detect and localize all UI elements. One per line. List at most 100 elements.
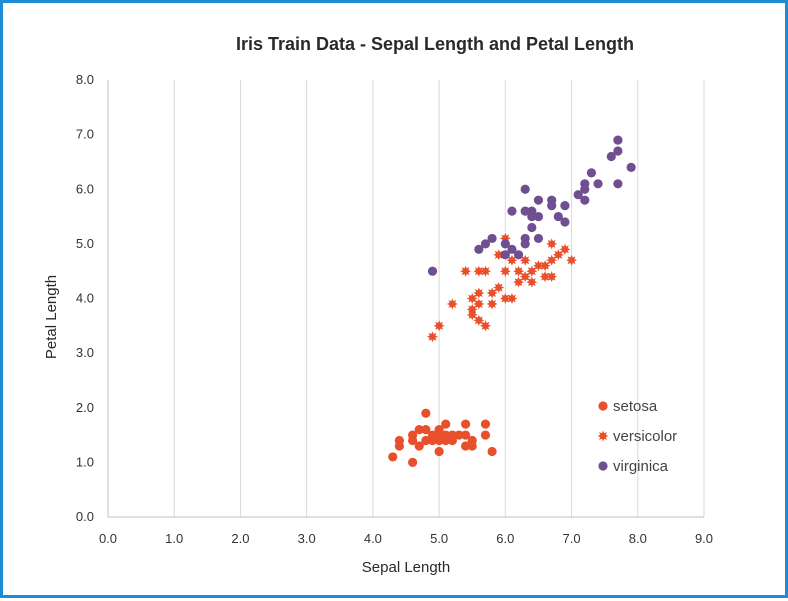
x-tick-label: 7.0	[563, 531, 581, 546]
x-tick-label: 1.0	[165, 531, 183, 546]
setosa-point	[421, 425, 431, 435]
virginica-point	[560, 217, 570, 227]
versicolor-point	[493, 282, 505, 294]
x-tick-label: 9.0	[695, 531, 713, 546]
setosa-point	[461, 430, 471, 440]
virginica-point	[533, 195, 544, 205]
versicolor-point	[559, 243, 571, 255]
versicolor-point	[466, 293, 478, 304]
versicolor-point	[473, 287, 485, 299]
setosa-point	[461, 419, 471, 429]
setosa-point	[408, 430, 418, 440]
x-tick-label: 2.0	[231, 531, 249, 546]
legend-marker-virginica	[598, 461, 608, 471]
versicolor-point	[479, 265, 491, 277]
virginica-point	[553, 211, 563, 222]
y-tick-labels: 0.0 1.0 2.0 3.0 4.0 5.0 6.0 7.0 8.0	[76, 72, 94, 524]
versicolor-point	[499, 293, 511, 304]
versicolor-point	[433, 320, 445, 332]
legend: setosa versicolor virginica	[597, 398, 677, 475]
versicolor-point	[426, 331, 438, 343]
virginica-point	[573, 190, 583, 200]
setosa-point	[414, 441, 424, 451]
virginica-point	[500, 239, 510, 249]
setosa-point	[388, 452, 398, 462]
scatter-chart: Iris Train Data - Sepal Length and Petal…	[43, 34, 713, 576]
virginica-point	[533, 211, 544, 222]
virginica-point	[527, 206, 537, 216]
versicolor-point	[566, 254, 578, 266]
versicolor-point	[479, 320, 491, 332]
virginica-point	[500, 250, 510, 260]
y-tick-label: 2.0	[76, 400, 94, 415]
y-tick-label: 0.0	[76, 509, 94, 524]
setosa-point	[434, 425, 444, 435]
y-tick-label: 5.0	[76, 236, 94, 251]
virginica-point	[606, 151, 616, 162]
versicolor-point	[546, 254, 558, 266]
versicolor-point	[460, 265, 472, 277]
virginica-point	[613, 179, 623, 189]
setosa-point	[394, 435, 404, 446]
versicolor-point	[506, 254, 518, 266]
setosa-point	[467, 435, 477, 446]
setosa-point	[441, 430, 451, 440]
y-tick-label: 6.0	[76, 181, 94, 196]
virginica-point	[593, 179, 603, 189]
virginica-point	[427, 266, 438, 276]
versicolor-point	[493, 249, 505, 261]
virginica-point	[520, 184, 530, 194]
versicolor-point	[519, 254, 531, 266]
versicolor-point	[499, 265, 511, 277]
virginica-point	[507, 206, 517, 216]
x-tick-label: 4.0	[364, 531, 382, 546]
versicolor-point	[473, 314, 485, 326]
legend-label-setosa: setosa	[613, 398, 658, 415]
setosa-point	[427, 430, 438, 440]
y-tick-label: 8.0	[76, 72, 94, 87]
data-points	[388, 135, 636, 467]
versicolor-point	[446, 298, 458, 310]
versicolor-point	[466, 303, 478, 315]
versicolor-point	[486, 298, 498, 310]
setosa-point	[414, 425, 424, 435]
legend-marker-setosa	[598, 401, 608, 411]
virginica-point	[520, 233, 530, 244]
virginica-point	[626, 162, 636, 172]
legend-marker-versicolor	[597, 430, 609, 442]
versicolor-point	[539, 260, 551, 272]
setosa-point	[441, 419, 451, 429]
versicolor-point	[526, 276, 538, 288]
virginica-point	[480, 239, 491, 249]
virginica-point	[520, 206, 530, 216]
versicolor-point	[513, 276, 525, 288]
virginica-point	[547, 195, 557, 205]
setosa-point	[454, 430, 464, 440]
x-axis-label: Sepal Length	[362, 559, 450, 576]
y-tick-label: 3.0	[76, 345, 94, 360]
y-tick-label: 7.0	[76, 127, 94, 142]
versicolor-point	[519, 271, 531, 283]
setosa-point	[487, 446, 497, 457]
series-virginica	[427, 135, 636, 276]
setosa-point	[461, 441, 471, 451]
versicolor-point	[473, 265, 485, 277]
versicolor-point	[473, 298, 485, 310]
setosa-point	[480, 419, 491, 429]
legend-label-virginica: virginica	[613, 458, 669, 475]
versicolor-point	[532, 260, 544, 272]
virginica-point	[613, 135, 623, 145]
x-tick-label: 3.0	[298, 531, 316, 546]
x-tick-label: 6.0	[496, 531, 514, 546]
x-tick-label: 0.0	[99, 531, 117, 546]
virginica-point	[527, 222, 537, 233]
setosa-point	[421, 408, 431, 418]
versicolor-point	[506, 293, 518, 304]
setosa-point	[408, 457, 418, 467]
axes	[107, 80, 704, 518]
versicolor-point	[539, 271, 551, 283]
versicolor-point	[513, 265, 525, 277]
versicolor-point	[546, 238, 558, 250]
chart-title: Iris Train Data - Sepal Length and Petal…	[236, 34, 634, 54]
